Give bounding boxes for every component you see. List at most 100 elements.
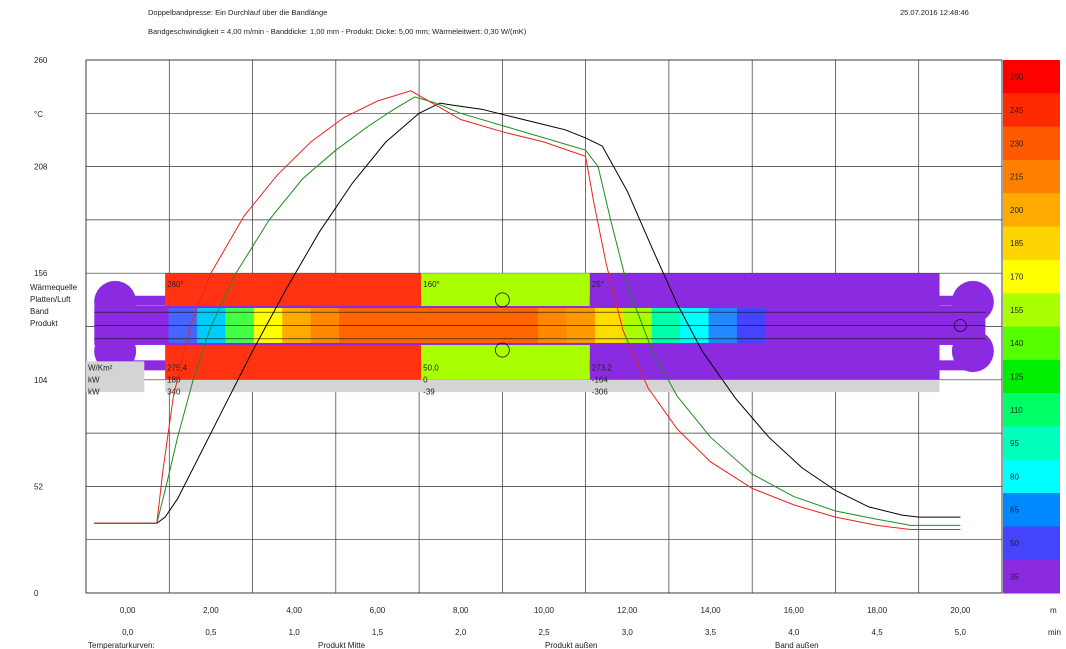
press-row-label: Wärmequelle <box>30 283 78 292</box>
time-tick-label: 1,0 <box>289 628 301 637</box>
scale-swatch <box>1003 526 1060 561</box>
time-tick-label: 4,5 <box>872 628 884 637</box>
x-tick-label: 12,00 <box>617 606 638 615</box>
y-tick-label: 156 <box>34 269 48 278</box>
x-tick-label: 20,00 <box>950 606 971 615</box>
temperature-curves <box>94 90 961 530</box>
zone-heat-flux: 50,0 <box>423 363 439 372</box>
scale-swatch <box>1003 426 1060 461</box>
zone-heat-flux: 273,2 <box>592 363 613 372</box>
x-tick-label: 16,00 <box>784 606 805 615</box>
scale-swatch <box>1003 159 1060 194</box>
scale-swatch <box>1003 393 1060 427</box>
press-row-label: Band <box>30 307 49 316</box>
scale-swatch <box>1003 93 1060 128</box>
x-tick-label: 14,00 <box>701 606 722 615</box>
scale-swatch <box>1003 226 1060 261</box>
y-axis-label: °C <box>34 110 43 119</box>
timestamp: 25.07.2016 12:48:46 <box>900 8 969 17</box>
x-tick-label: 18,00 <box>867 606 888 615</box>
info-box-left <box>86 361 145 393</box>
scale-label: 170 <box>1010 273 1024 282</box>
legend: Produkt Mitte Produkt außen Band außen <box>318 641 819 649</box>
x-tick-label: 6,00 <box>370 606 386 615</box>
press-marker <box>494 292 510 308</box>
time-tick-label: 3,5 <box>705 628 717 637</box>
scale-swatch <box>1003 493 1060 527</box>
zone-power: 0 <box>423 375 428 384</box>
zone-heat-flux: 275,4 <box>167 363 188 372</box>
time-tick-label: 0,5 <box>205 628 217 637</box>
press-marker <box>494 342 510 358</box>
scale-swatch <box>1003 359 1060 394</box>
y-tick-label: 0 <box>34 589 39 598</box>
zone-temperature: 260° <box>167 280 184 289</box>
legend-entry: Band außen <box>775 641 819 649</box>
time-tick-label: 3,0 <box>622 628 634 637</box>
scale-label: 140 <box>1010 339 1024 348</box>
zone-temperature: 160° <box>423 280 440 289</box>
x-tick-label: 2,00 <box>203 606 219 615</box>
time-tick-label: 0,0 <box>122 628 134 637</box>
scale-label: 215 <box>1010 173 1024 182</box>
legend-title: Temperaturkurven: <box>88 641 155 649</box>
zone-total-power: -306 <box>592 387 609 396</box>
time-tick-label: 5,0 <box>955 628 967 637</box>
scale-label: 230 <box>1010 139 1024 148</box>
x-tick-label: 10,00 <box>534 606 555 615</box>
legend-entry: Produkt Mitte <box>318 641 366 649</box>
time-axis: 0,0 0,5 1,0 1,5 2,0 2,5 3,0 3,5 4,0 4,5 5,0 <box>122 628 966 637</box>
scale-label: 95 <box>1010 439 1019 448</box>
curve-produkt-au-en <box>94 96 961 526</box>
press-row-label: Produkt <box>30 319 58 328</box>
chart-subtitle: Bandgeschwindigkeit = 4,00 m/min - Bandd… <box>148 27 527 36</box>
scale-label: 35 <box>1010 572 1019 581</box>
scale-label: 245 <box>1010 106 1024 115</box>
x-tick-label: 4,00 <box>286 606 302 615</box>
scale-label: 50 <box>1010 539 1019 548</box>
y-tick-label: 52 <box>34 482 43 491</box>
chart-title: Doppelbandpresse: Ein Durchlauf über die… <box>148 8 327 17</box>
press-row-label: Platten/Luft <box>30 295 71 304</box>
time-tick-label: 1,5 <box>372 628 384 637</box>
scale-swatch <box>1003 326 1060 361</box>
zone-temperature: 25° <box>592 280 604 289</box>
x-tick-label: 8,00 <box>453 606 469 615</box>
x-unit-label: m <box>1050 606 1057 615</box>
scale-swatch <box>1003 126 1060 161</box>
zone-power: -164 <box>592 375 609 384</box>
x-axis: 0,00 2,00 4,00 6,00 8,00 10,00 12,00 14,00 16,00… <box>120 606 971 615</box>
scale-swatch <box>1003 193 1060 228</box>
curve-produkt-mitte <box>94 102 961 524</box>
scale-label: 125 <box>1010 372 1024 381</box>
y-axis: 0 52 104 156 208 260 <box>34 56 48 598</box>
info-unit-label: kW <box>88 375 100 384</box>
scale-swatch <box>1003 60 1060 94</box>
curve-band-au-en <box>94 90 961 530</box>
scale-swatch <box>1003 293 1060 327</box>
time-tick-label: 4,0 <box>788 628 800 637</box>
scale-label: 200 <box>1010 206 1024 215</box>
scale-label: 185 <box>1010 239 1024 248</box>
y-tick-label: 208 <box>34 163 48 172</box>
color-scale-legend: 260 245 230 215 200 185 170 155 140 125 110 95 80 65 5… <box>1003 60 1060 594</box>
scale-label: 155 <box>1010 306 1024 315</box>
scale-label: 65 <box>1010 506 1019 515</box>
x-tick-label: 0,00 <box>120 606 136 615</box>
time-unit-label: min <box>1048 628 1061 637</box>
scale-swatch <box>1003 259 1060 294</box>
zone-power: 180 <box>167 375 181 384</box>
y-tick-label: 260 <box>34 56 48 65</box>
press-marker <box>953 319 967 332</box>
scale-label: 260 <box>1010 73 1024 82</box>
info-unit-label: kW <box>88 387 100 396</box>
info-unit-label: W/Km² <box>88 363 113 372</box>
legend-entry: Produkt außen <box>545 641 597 649</box>
info-bar-total <box>165 379 940 393</box>
scale-label: 110 <box>1010 406 1023 415</box>
press-diagram: Wärmequelle Platten/Luft Band Produkt W/Km² k… <box>30 273 994 396</box>
zone-total-power: -39 <box>423 387 435 396</box>
time-tick-label: 2,0 <box>455 628 467 637</box>
scale-label: 80 <box>1010 472 1019 481</box>
